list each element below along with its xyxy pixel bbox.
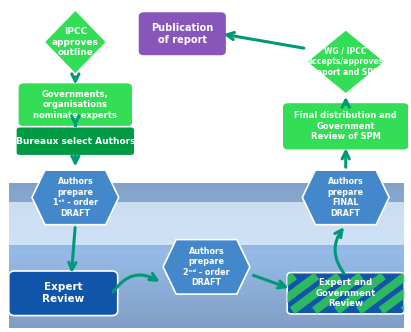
Text: Expert and
Government
Review: Expert and Government Review [316,279,376,308]
Bar [9,318,404,323]
Bar [9,192,404,197]
Polygon shape [44,10,106,74]
Text: WG / IPCC
accepts/approves
Report and SPM: WG / IPCC accepts/approves Report and SP… [307,47,384,77]
FancyBboxPatch shape [282,102,409,150]
Bar [9,275,404,280]
Text: Authors
prepare
1ˢᵗ - order
DRAFT: Authors prepare 1ˢᵗ - order DRAFT [53,177,98,217]
Bar [9,231,404,236]
Bar [9,294,404,299]
Polygon shape [163,240,250,294]
FancyBboxPatch shape [9,271,118,316]
Bar [9,221,404,226]
Text: Expert
Review: Expert Review [42,283,84,304]
Bar [9,285,404,289]
Text: Authors
prepare
2ⁿᵈ - order
DRAFT: Authors prepare 2ⁿᵈ - order DRAFT [183,247,230,287]
Text: Publication
of report: Publication of report [151,23,213,44]
Polygon shape [302,170,389,225]
Bar [9,255,404,260]
Text: Authors
prepare
FINAL
DRAFT: Authors prepare FINAL DRAFT [328,177,364,217]
Polygon shape [306,30,385,94]
Bar [9,265,404,270]
Bar [9,250,404,255]
Bar [9,187,404,192]
Bar [9,211,404,216]
Bar [9,203,404,245]
FancyBboxPatch shape [16,126,135,156]
Bar [9,260,404,265]
Bar [9,236,404,241]
Bar [9,216,404,221]
Text: Bureaux select Authors: Bureaux select Authors [16,137,135,146]
Text: IPCC
approves
outline: IPCC approves outline [52,27,99,57]
Bar [9,207,404,211]
Bar [9,289,404,294]
FancyBboxPatch shape [138,11,227,56]
Bar [9,226,404,231]
Bar [9,241,404,246]
Bar [9,304,404,309]
Bar [9,299,404,304]
Bar [9,270,404,275]
Polygon shape [32,170,119,225]
Bar [9,202,404,207]
Bar [9,313,404,318]
Bar [9,197,404,202]
FancyBboxPatch shape [18,83,133,127]
Bar [9,183,404,187]
Bar [9,246,404,250]
FancyBboxPatch shape [287,273,404,314]
Bar [9,323,404,328]
Bar [9,280,404,285]
Bar [9,309,404,313]
Text: Final distribution and
Government
Review of SPM: Final distribution and Government Review… [294,112,397,141]
Text: Governments,
organisations
nominate experts: Governments, organisations nominate expe… [33,90,117,120]
